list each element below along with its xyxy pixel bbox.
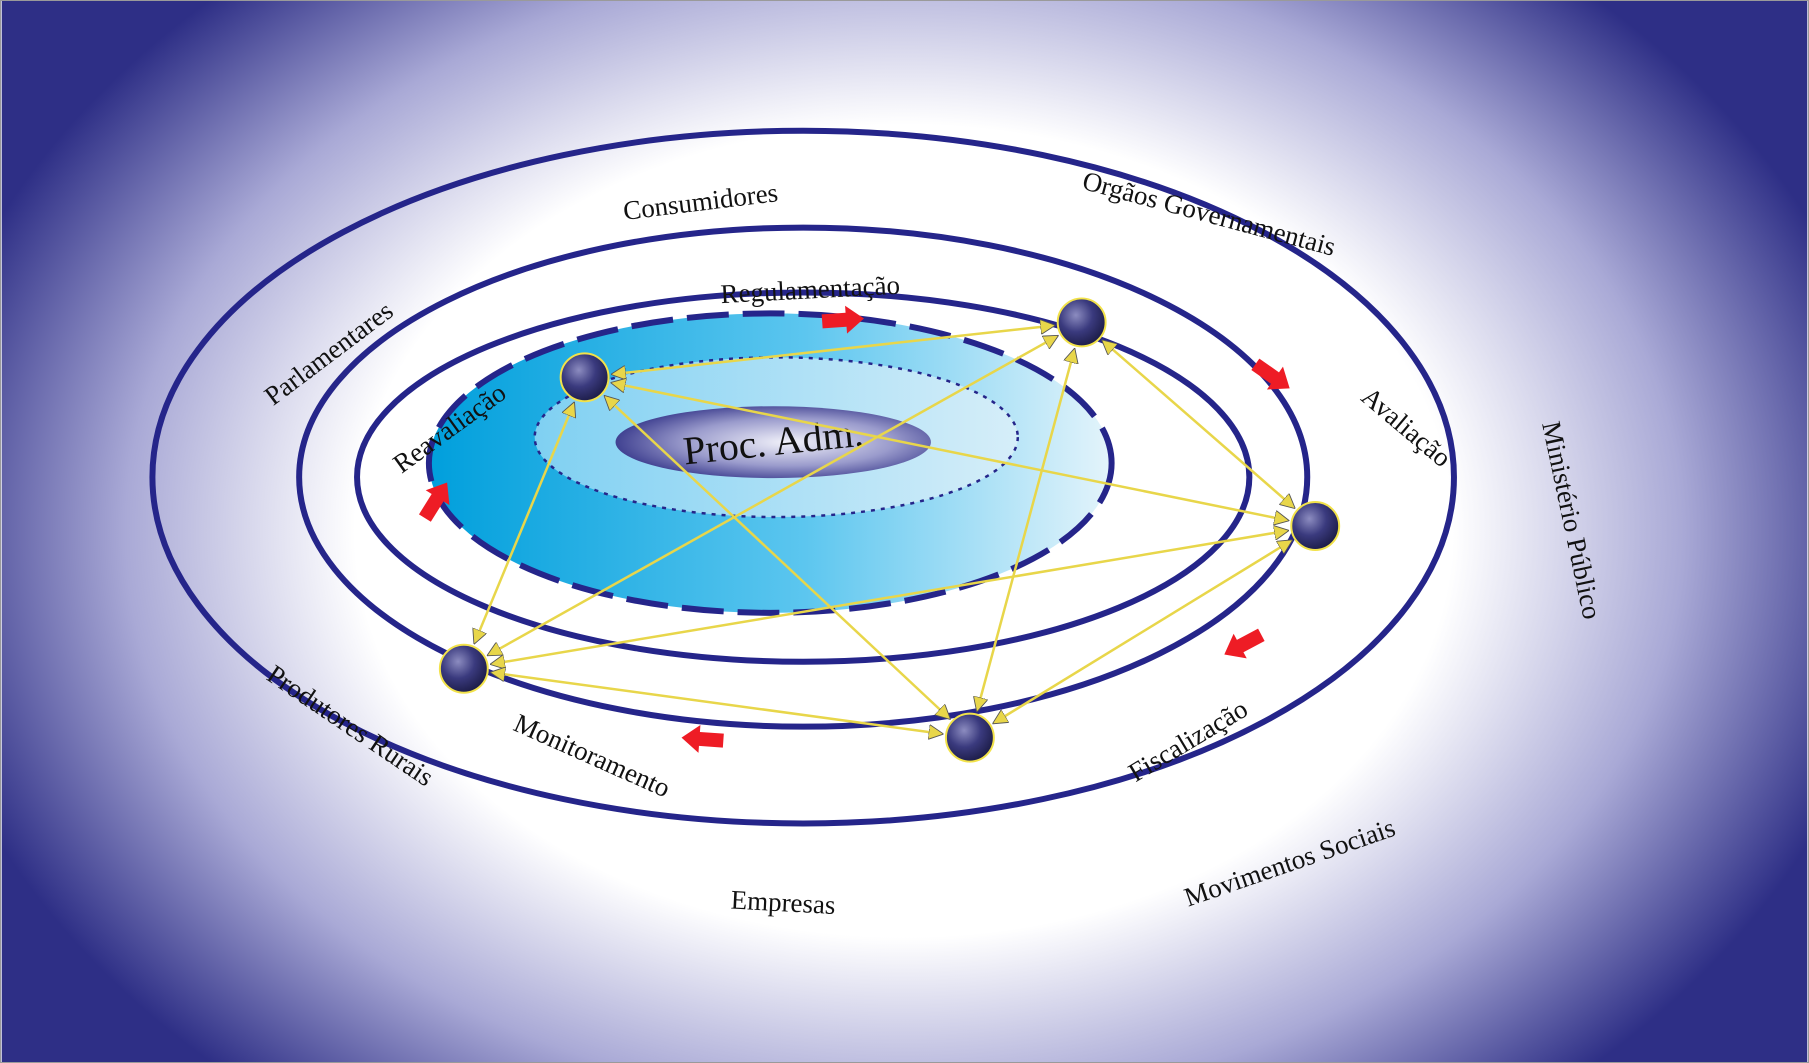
center-core: Proc. Adm.	[615, 406, 931, 479]
flow-arrow	[1251, 358, 1290, 390]
outer-stakeholder-ring	[149, 127, 1457, 827]
flow-arrow	[821, 305, 864, 334]
interaction-link	[994, 541, 1292, 723]
flow-arrow	[681, 724, 724, 753]
reavaliacao-node	[559, 352, 610, 403]
flow-arrow	[1224, 628, 1265, 659]
monitoramento-node	[438, 643, 489, 694]
flow-arrows	[418, 305, 1290, 753]
cycle-nodes	[438, 297, 1341, 763]
interaction-link	[492, 673, 943, 734]
avaliacao-node	[1290, 501, 1341, 551]
flow-arrow	[418, 482, 450, 522]
interaction-links	[475, 325, 1295, 733]
label-empresas: Empresas	[730, 885, 836, 920]
regulamentacao-node	[1056, 297, 1107, 348]
fiscalizacao-node	[944, 712, 995, 763]
